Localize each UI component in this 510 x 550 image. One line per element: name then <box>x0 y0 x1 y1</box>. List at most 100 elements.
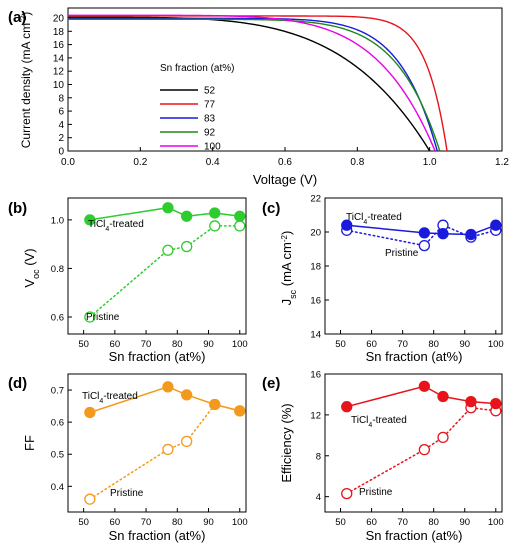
x-tick-label-a: 1.0 <box>423 157 437 168</box>
x-tick-label-b: 70 <box>141 339 152 350</box>
treated-point-c-77 <box>418 227 431 239</box>
axis-ticks-e: 50 60 70 80 90 100 4 8 12 16 <box>310 370 503 529</box>
treated-point-b-77 <box>162 202 174 214</box>
label-pristine-c: Pristine <box>385 248 419 259</box>
panel-label-a: (a) <box>8 9 26 26</box>
treated-point-b-83 <box>181 210 193 222</box>
y-tick-label-b: 0.6 <box>51 313 64 324</box>
panel-label-e: (e) <box>262 375 280 392</box>
y-tick-label-d: 0.4 <box>51 482 64 493</box>
treated-point-e-100 <box>490 397 502 410</box>
y-tick-label-c: 14 <box>310 330 321 341</box>
y-tick-label-e: 12 <box>310 410 321 421</box>
axis-ticks-d: 50 60 70 80 90 100 0.4 0.5 0.6 0.7 <box>51 386 248 528</box>
x-tick-label-e: 90 <box>459 517 470 528</box>
label-ticl4-c: TiCl4-treated <box>346 212 402 226</box>
legend-label-77: 77 <box>204 100 216 111</box>
treated-point-c-92 <box>465 228 477 241</box>
x-tick-label-e: 70 <box>397 517 408 528</box>
treated-point-d-100 <box>234 405 246 417</box>
pristine-point-b-77 <box>162 244 174 256</box>
x-tick-label-e: 60 <box>366 517 377 528</box>
x-tick-label-c: 50 <box>335 339 346 350</box>
pristine-point-e-83 <box>437 431 449 444</box>
treated-point-e-92 <box>465 395 477 408</box>
jv-curve-77 <box>68 15 448 152</box>
pristine-point-e-52 <box>341 487 353 500</box>
pristine-point-d-83 <box>181 435 193 448</box>
x-axis-title-d: Sn fraction (at%) <box>109 528 206 543</box>
y-tick-label-c: 22 <box>310 194 321 205</box>
y-axis-title-c: Jsc (mA cm-2) <box>279 231 298 306</box>
x-tick-label-d: 80 <box>172 517 183 528</box>
y-tick-label-a: 6 <box>58 107 64 118</box>
legend-a: Sn fraction (at%) 52 77 83 92 100 <box>160 63 234 153</box>
panel-label-d: (d) <box>8 375 27 392</box>
y-tick-label-c: 20 <box>310 228 321 239</box>
treated-point-d-52 <box>84 406 96 419</box>
x-tick-label-b: 80 <box>172 339 183 350</box>
treated-point-c-100 <box>490 219 502 231</box>
data-b <box>84 202 246 323</box>
pristine-point-d-77 <box>162 443 174 456</box>
pristine-point-b-100 <box>234 220 246 232</box>
x-tick-label-d: 70 <box>141 517 152 528</box>
y-tick-label-c: 18 <box>310 262 321 273</box>
data-e <box>341 380 502 500</box>
x-tick-label-d: 100 <box>232 517 248 528</box>
pristine-line-c <box>345 224 497 247</box>
data-c <box>341 219 502 252</box>
x-tick-label-a: 1.2 <box>495 157 509 168</box>
x-tick-label-c: 70 <box>397 339 408 350</box>
plot-frame-b <box>67 197 247 335</box>
treated-point-e-83 <box>437 390 449 403</box>
panel-label-c: (c) <box>262 200 280 217</box>
treated-point-c-52 <box>341 219 353 231</box>
y-tick-label-c: 16 <box>310 296 321 307</box>
legend-title-a: Sn fraction (at%) <box>160 63 234 74</box>
x-tick-label-b: 100 <box>232 339 248 350</box>
x-tick-label-e: 80 <box>428 517 439 528</box>
y-tick-label-d: 0.7 <box>51 386 64 397</box>
treated-point-b-92 <box>209 207 221 219</box>
x-tick-label-d: 60 <box>110 517 121 528</box>
y-tick-label-d: 0.5 <box>51 450 64 461</box>
x-axis-title-e: Sn fraction (at%) <box>366 528 463 543</box>
legend-label-100: 100 <box>204 142 221 153</box>
y-tick-label-e: 16 <box>310 370 321 381</box>
label-pristine-d: Pristine <box>110 488 144 499</box>
x-tick-label-a: 0.2 <box>133 157 147 168</box>
treated-point-e-77 <box>418 380 431 392</box>
y-tick-label-b: 1.0 <box>51 215 64 226</box>
pristine-point-e-77 <box>418 443 431 456</box>
y-tick-label-a: 12 <box>53 67 65 78</box>
jv-curve-52 <box>68 16 431 152</box>
panel-label-b: (b) <box>8 200 27 217</box>
treated-point-c-83 <box>437 228 449 240</box>
label-pristine-b: Pristine <box>86 312 120 323</box>
plot-frame-d <box>67 373 247 513</box>
x-tick-label-b: 60 <box>110 339 121 350</box>
data-d <box>84 381 246 505</box>
y-tick-label-a: 8 <box>58 93 64 104</box>
y-tick-label-a: 0 <box>58 147 64 158</box>
x-axis-title-a: Voltage (V) <box>253 172 317 187</box>
treated-point-e-52 <box>341 401 353 413</box>
axis-ticks-b: 50 60 70 80 90 100 0.6 0.8 1.0 <box>51 215 248 350</box>
y-tick-label-a: 16 <box>53 40 65 51</box>
plot-frame-a <box>67 7 503 152</box>
treated-point-d-92 <box>209 398 221 411</box>
x-tick-label-a: 0.4 <box>206 157 220 168</box>
x-tick-label-a: 0.8 <box>350 157 364 168</box>
treated-point-d-77 <box>162 381 174 393</box>
axis-ticks-a: 0.0 0.2 0.4 0.6 0.8 1.0 1.2 0 2 4 6 8 10 12 14 16 18 20 <box>53 13 510 168</box>
treated-point-b-52 <box>84 214 96 226</box>
label-ticl4-e: TiCl4-treated <box>351 415 407 429</box>
x-tick-label-a: 0.0 <box>61 157 75 168</box>
axis-ticks-c: 50 60 70 80 90 100 14 16 18 20 22 <box>310 194 503 351</box>
y-axis-title-a: Current density (mA cm-2) <box>19 12 34 149</box>
label-pristine-e: Pristine <box>359 487 393 498</box>
label-ticl4-b: TiCl4-treated <box>88 219 144 233</box>
y-tick-label-a: 20 <box>53 13 65 24</box>
